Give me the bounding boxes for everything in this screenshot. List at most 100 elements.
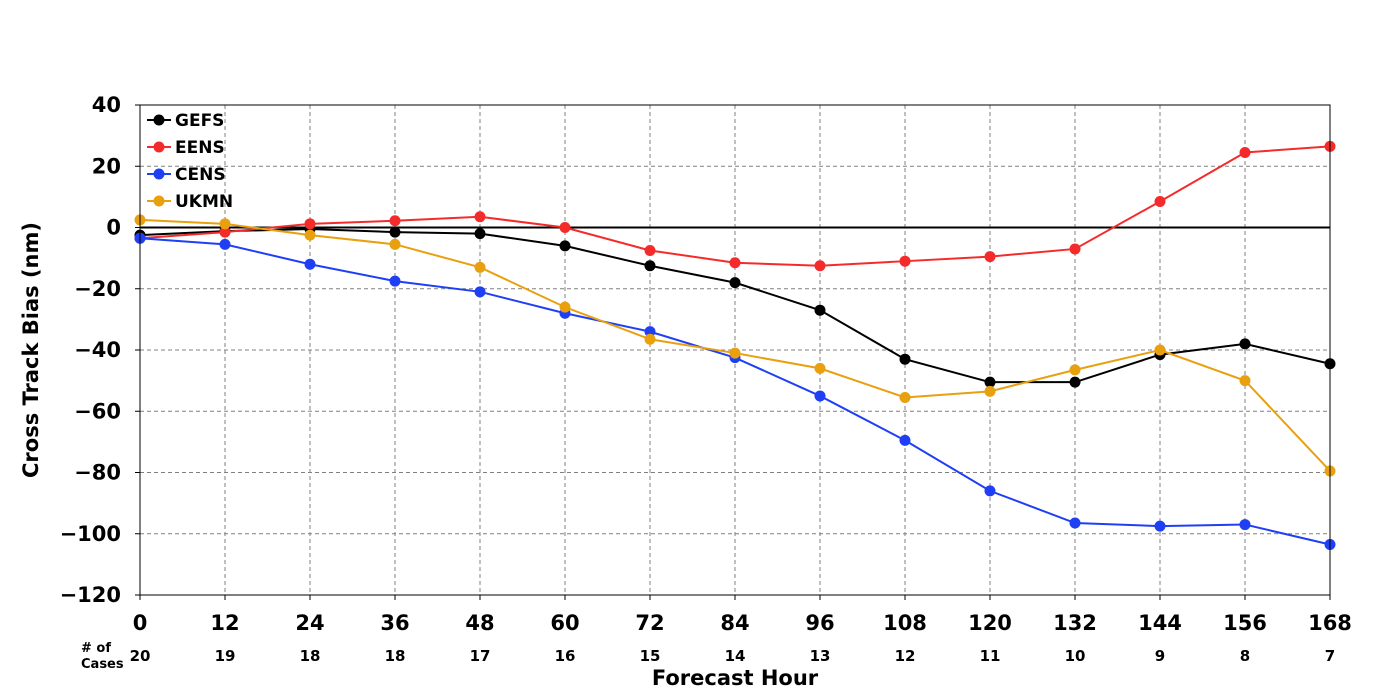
data-point-cens — [474, 286, 486, 298]
x-tick-label: 12 — [210, 611, 239, 635]
y-tick-label: 40 — [92, 93, 121, 117]
series-lines — [134, 140, 1336, 550]
x-tick-label: 108 — [883, 611, 927, 635]
data-point-eens — [1239, 146, 1251, 158]
x-axis-title: Forecast Hour — [652, 666, 819, 690]
data-point-ukmn — [644, 333, 656, 345]
data-point-eens — [644, 244, 656, 256]
x-axis-ticks: 0 12 24 36 48 60 72 84 96 108 120 132 144 156 168 — [133, 595, 1352, 635]
data-point-eens — [729, 257, 741, 269]
case-count-label: 13 — [810, 647, 831, 665]
y-tick-label: −40 — [74, 338, 121, 362]
data-point-gefs — [559, 240, 571, 252]
x-tick-label: 120 — [968, 611, 1012, 635]
case-count-label: 8 — [1240, 647, 1250, 665]
legend-marker — [153, 168, 165, 180]
x-tick-label: 24 — [295, 611, 324, 635]
data-point-ukmn — [559, 301, 571, 313]
legend-label: CENS — [175, 165, 226, 185]
y-tick-label: 20 — [92, 154, 121, 178]
data-point-cens — [644, 326, 656, 338]
data-point-cens — [389, 275, 401, 287]
data-point-ukmn — [1069, 364, 1081, 376]
y-tick-label: −60 — [74, 399, 121, 423]
data-point-gefs — [389, 226, 401, 238]
y-tick-label: −20 — [74, 277, 121, 301]
legend-marker — [153, 195, 165, 207]
cases-title-line-2: Cases — [81, 657, 124, 672]
data-point-ukmn — [729, 347, 741, 359]
case-count-label: 18 — [300, 647, 321, 665]
case-count-label: 7 — [1325, 647, 1335, 665]
data-point-cens — [1239, 519, 1251, 531]
data-point-gefs — [1239, 338, 1251, 350]
series-ukmn — [134, 214, 1336, 477]
y-tick-label: −100 — [60, 522, 121, 546]
data-point-eens — [304, 218, 316, 230]
data-point-ukmn — [899, 391, 911, 403]
data-point-gefs — [1069, 376, 1081, 388]
data-point-eens — [389, 215, 401, 227]
x-tick-label: 72 — [635, 611, 664, 635]
x-tick-label: 36 — [380, 611, 409, 635]
data-point-cens — [814, 390, 826, 402]
y-tick-label: −120 — [60, 583, 121, 607]
data-point-cens — [984, 485, 996, 497]
data-point-ukmn — [814, 362, 826, 374]
x-tick-label: 168 — [1308, 611, 1352, 635]
data-point-gefs — [474, 228, 486, 240]
y-axis-title: Cross Track Bias (nm) — [19, 222, 43, 478]
cases-title-line-1: # of — [81, 641, 111, 656]
data-point-gefs — [729, 277, 741, 289]
data-point-cens — [304, 258, 316, 270]
legend-marker — [153, 114, 165, 126]
data-point-ukmn — [984, 385, 996, 397]
case-count-label: 11 — [980, 647, 1001, 665]
case-count-label: 19 — [215, 647, 236, 665]
data-point-cens — [899, 434, 911, 446]
data-point-eens — [984, 251, 996, 263]
grid-lines — [140, 105, 1330, 595]
case-count-label: 15 — [640, 647, 661, 665]
legend-marker — [153, 141, 165, 153]
data-point-cens — [219, 238, 231, 250]
data-point-ukmn — [1154, 344, 1166, 356]
data-point-eens — [899, 255, 911, 267]
legend-item-eens: EENS — [147, 138, 225, 158]
x-tick-label: 144 — [1138, 611, 1182, 635]
legend-label: EENS — [175, 138, 225, 158]
data-point-gefs — [984, 376, 996, 388]
x-tick-label: 132 — [1053, 611, 1097, 635]
legend-item-ukmn: UKMN — [147, 192, 233, 212]
data-point-ukmn — [219, 218, 231, 230]
data-point-eens — [474, 211, 486, 223]
data-point-gefs — [814, 304, 826, 316]
data-point-gefs — [899, 353, 911, 365]
case-count-label: 18 — [385, 647, 406, 665]
x-tick-label: 60 — [550, 611, 579, 635]
legend-item-cens: CENS — [147, 165, 226, 185]
case-count-label: 10 — [1065, 647, 1086, 665]
data-point-gefs — [644, 260, 656, 272]
data-point-cens — [1154, 520, 1166, 532]
legend-label: UKMN — [175, 192, 233, 212]
data-point-ukmn — [304, 229, 316, 241]
y-tick-label: 0 — [106, 216, 121, 240]
legend-item-gefs: GEFS — [147, 111, 224, 131]
data-point-ukmn — [389, 238, 401, 250]
y-tick-label: −80 — [74, 461, 121, 485]
case-count-label: 9 — [1155, 647, 1165, 665]
x-tick-label: 96 — [805, 611, 834, 635]
data-point-eens — [1069, 243, 1081, 255]
case-count-label: 17 — [470, 647, 491, 665]
x-tick-label: 84 — [720, 611, 749, 635]
data-point-ukmn — [474, 261, 486, 273]
case-count-label: 12 — [895, 647, 916, 665]
data-point-eens — [814, 260, 826, 272]
legend: GEFS EENS CENS UKMN — [147, 111, 233, 212]
case-count-label: 14 — [725, 647, 746, 665]
data-point-eens — [1154, 195, 1166, 207]
x-tick-label: 0 — [133, 611, 148, 635]
case-count-label: 16 — [555, 647, 576, 665]
